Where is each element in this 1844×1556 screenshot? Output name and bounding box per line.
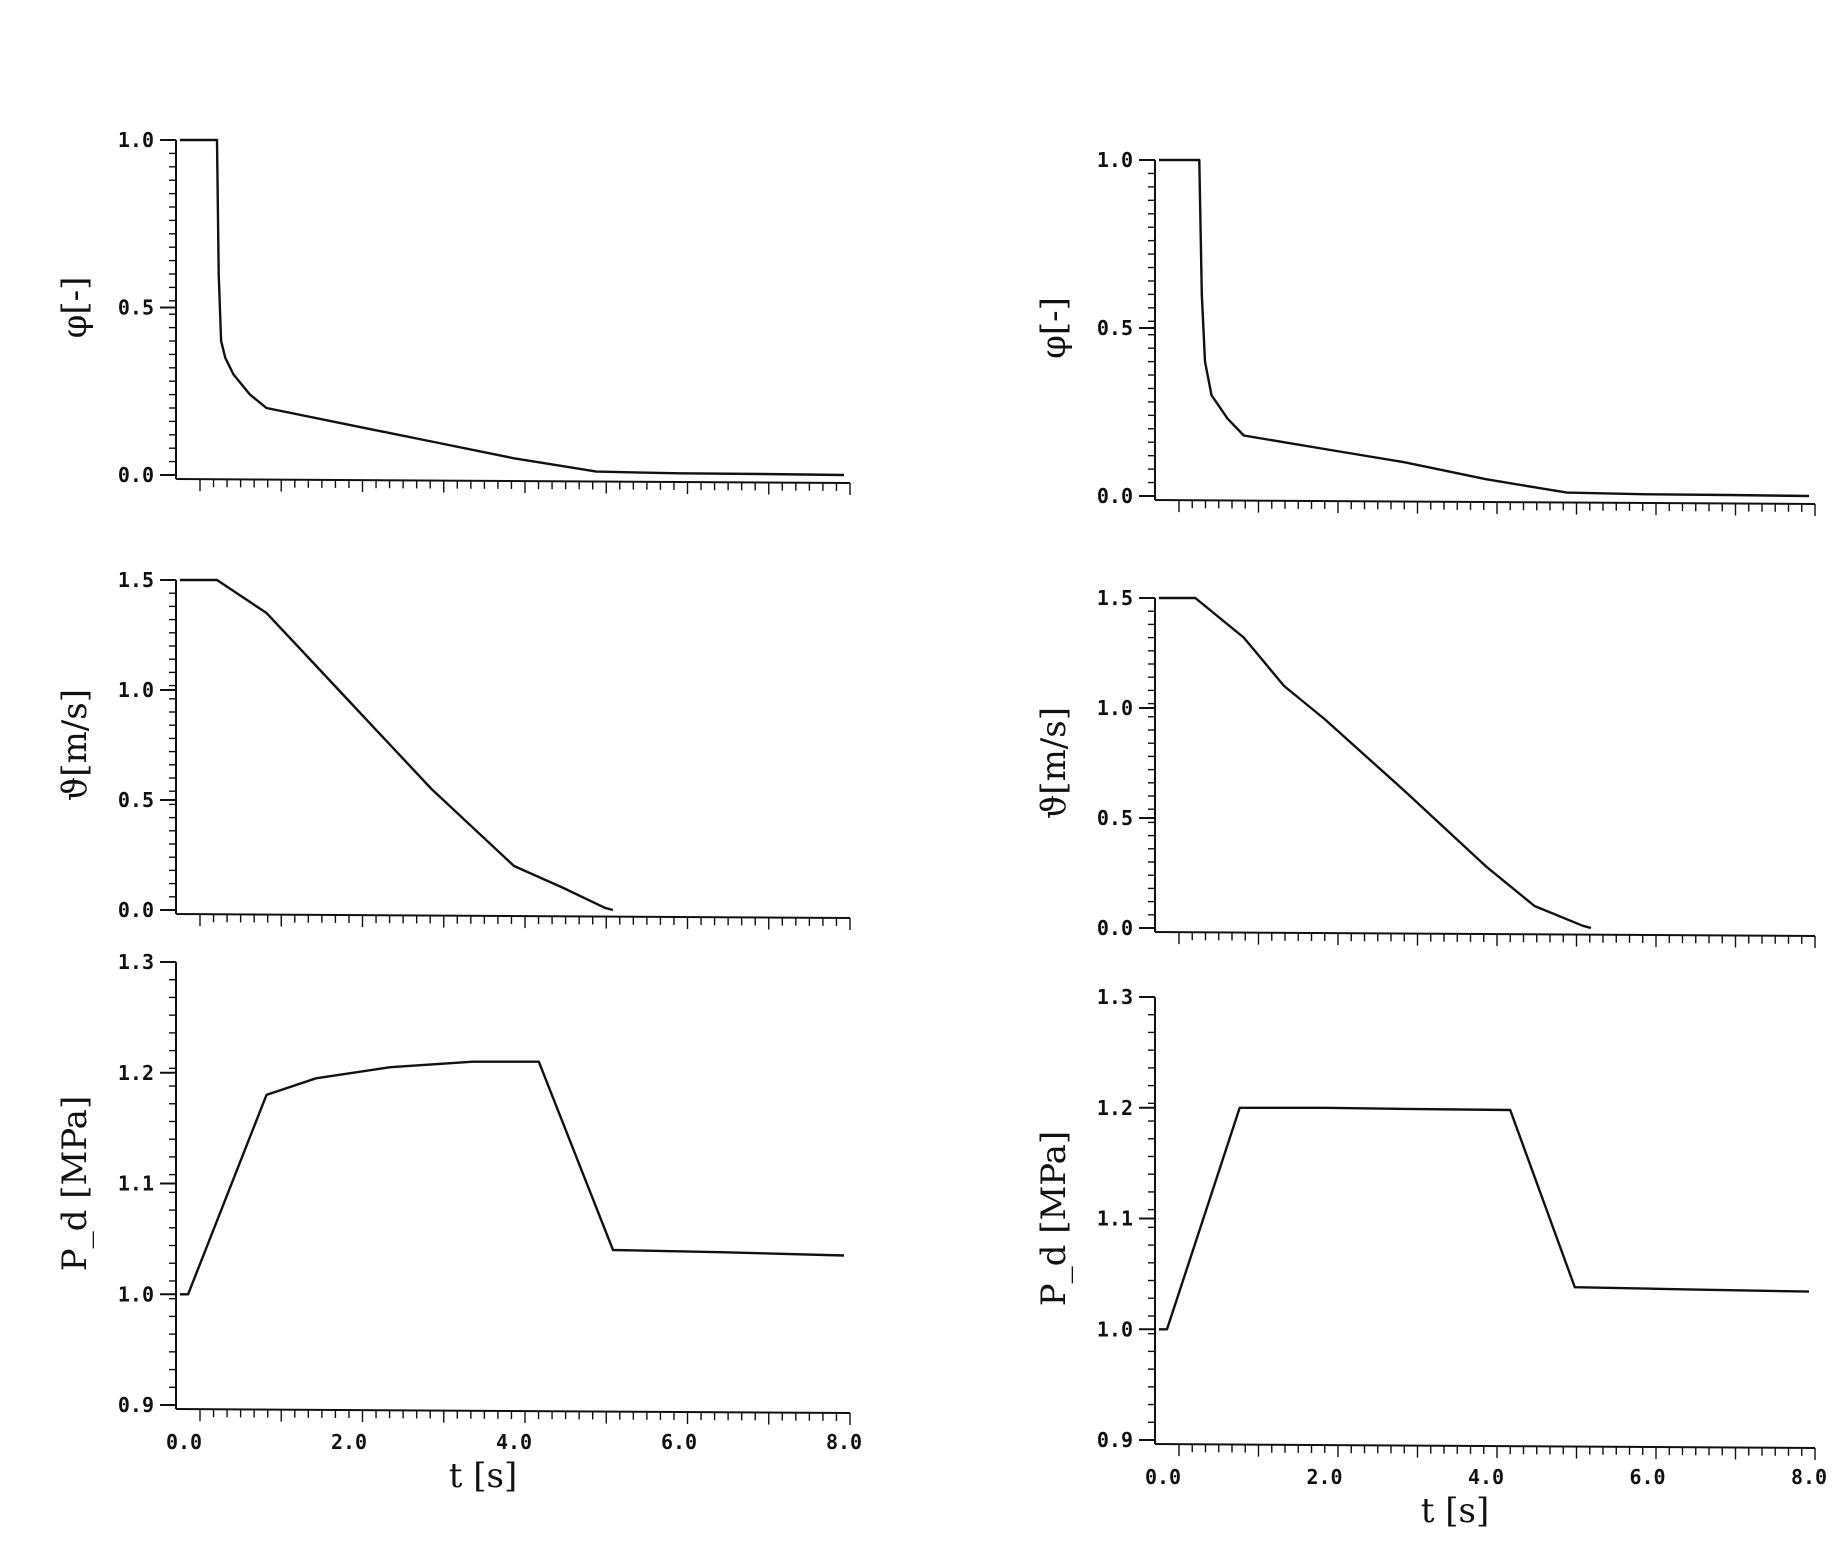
x-tick-label: 4.0 <box>1468 1465 1504 1489</box>
y-tick-label: 1.1 <box>1097 1207 1133 1231</box>
y-tick-label: 0.5 <box>118 788 154 812</box>
y-axis-label: φ[-] <box>55 277 95 339</box>
y-tick-label: 1.0 <box>1097 1317 1133 1341</box>
y-tick-label: 1.0 <box>1097 148 1133 172</box>
y-tick-label: 1.2 <box>1097 1096 1133 1120</box>
x-axis-line <box>175 478 851 484</box>
y-tick-label: 0.5 <box>118 296 154 320</box>
y-tick-label: 1.3 <box>118 950 154 974</box>
chart-panel-2: 0.0 0.5 1.0 1.5 ϑ[m/s] <box>55 568 851 930</box>
x-tick-label: 4.0 <box>496 1430 532 1454</box>
y-tick-label: 0.5 <box>1097 806 1133 830</box>
series-line <box>179 1060 845 1296</box>
chart-panel-3: 0.9 1.0 1.1 1.2 1.3 0.0 2.0 4.0 6.0 8.0 P_d [MPa] t… <box>55 950 862 1496</box>
y-axis-label: φ[-] <box>1034 297 1074 359</box>
y-tick-label: 1.0 <box>118 128 154 152</box>
chart-panel-1: 0.0 0.5 1.0 φ[-] <box>55 128 851 495</box>
x-tick-label: 8.0 <box>826 1430 862 1454</box>
y-tick-label: 1.0 <box>118 1282 154 1306</box>
chart-panel-4: 0.0 0.5 1.0 φ[-] <box>1034 148 1816 516</box>
y-tick-label: 0.9 <box>1097 1428 1133 1452</box>
x-axis-label: t [s] <box>1421 1491 1489 1531</box>
chart-panel-6: 0.9 1.0 1.1 1.2 1.3 0.0 2.0 4.0 6.0 8.0 P_d [MPa] t… <box>1034 985 1827 1531</box>
y-tick-label: 1.5 <box>118 568 154 592</box>
x-axis-line <box>175 913 851 919</box>
x-tick-label: 2.0 <box>331 1430 367 1454</box>
y-tick-label: 1.0 <box>1097 696 1133 720</box>
y-axis-label: ϑ[m/s] <box>55 689 95 801</box>
y-tick-label: 1.5 <box>1097 586 1133 610</box>
x-tick-label: 0.0 <box>166 1430 202 1454</box>
y-tick-label: 0.0 <box>118 463 154 487</box>
y-axis-label: ϑ[m/s] <box>1034 707 1074 819</box>
series-line <box>1159 596 1592 930</box>
y-tick-label: 0.0 <box>1097 916 1133 940</box>
y-tick-label: 1.0 <box>118 678 154 702</box>
y-tick-label: 0.0 <box>118 898 154 922</box>
y-tick-label: 1.3 <box>1097 985 1133 1009</box>
x-tick-label: 6.0 <box>1629 1465 1665 1489</box>
x-axis-line <box>1154 1443 1816 1449</box>
y-axis-label: P_d [MPa] <box>1034 1131 1074 1306</box>
y-tick-label: 1.2 <box>118 1061 154 1085</box>
y-axis-label: P_d [MPa] <box>55 1096 95 1271</box>
series-line <box>179 138 845 477</box>
chart-panel-5: 0.0 0.5 1.0 1.5 ϑ[m/s] <box>1034 586 1816 948</box>
y-tick-label: 0.5 <box>1097 316 1133 340</box>
x-tick-label: 6.0 <box>661 1430 697 1454</box>
y-tick-label: 1.1 <box>118 1172 154 1196</box>
x-axis-line <box>1154 499 1816 505</box>
x-tick-label: 2.0 <box>1306 1465 1342 1489</box>
series-line <box>1159 158 1810 498</box>
x-axis-label: t [s] <box>449 1456 517 1496</box>
y-tick-label: 0.9 <box>118 1393 154 1417</box>
x-tick-label: 0.0 <box>1145 1465 1181 1489</box>
y-tick-label: 0.0 <box>1097 484 1133 508</box>
x-tick-label: 8.0 <box>1791 1465 1827 1489</box>
x-axis-line <box>175 1408 851 1414</box>
series-line <box>179 578 614 912</box>
series-line <box>1159 1106 1810 1331</box>
x-axis-line <box>1154 931 1816 937</box>
